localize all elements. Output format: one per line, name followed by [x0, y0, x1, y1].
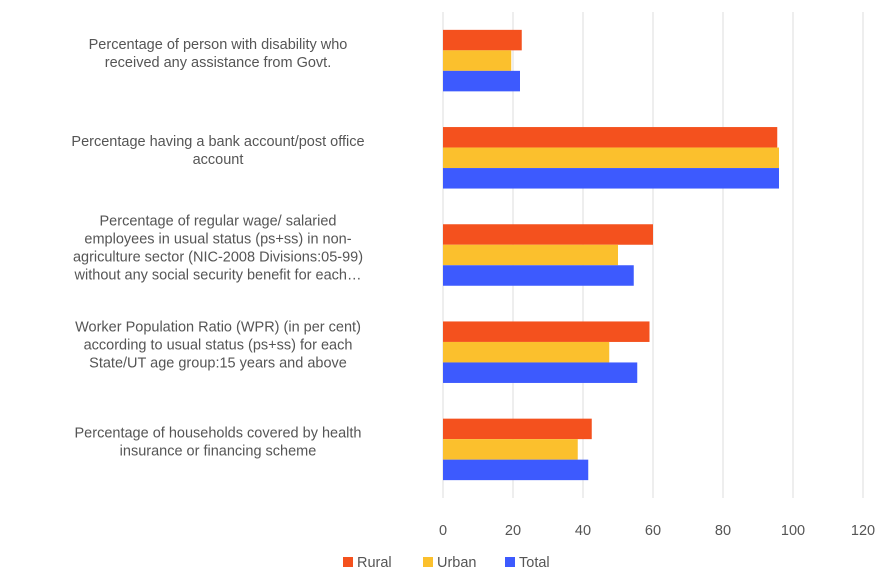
x-tick-label: 100 — [781, 523, 805, 539]
category-label-line: agriculture sector (NIC-2008 Divisions:0… — [73, 249, 363, 265]
category-label: Percentage of households covered by heal… — [75, 426, 362, 460]
category-label-line: received any assistance from Govt. — [105, 55, 331, 71]
category-labels: Percentage of person with disability who… — [71, 37, 364, 460]
legend-label-rural: Rural — [357, 555, 392, 571]
legend: Rural Urban Total — [343, 555, 550, 571]
bar-total — [443, 168, 779, 189]
bar-rural — [443, 127, 778, 148]
category-label-line: Worker Population Ratio (WPR) (in per ce… — [75, 319, 361, 335]
category-label: Percentage having a bank account/post of… — [71, 134, 364, 168]
category-label-line: insurance or financing scheme — [120, 444, 317, 460]
category-label-line: Percentage of regular wage/ salaried — [100, 213, 337, 229]
x-tick-label: 120 — [851, 523, 875, 539]
bar-total — [443, 70, 520, 92]
bar-urban — [443, 439, 578, 460]
legend-label-total: Total — [519, 555, 550, 571]
category-label: Percentage of person with disability who… — [89, 37, 348, 71]
category-label-line: without any social security benefit for … — [74, 267, 362, 283]
category-label-line: according to usual status (ps+ss) for ea… — [84, 337, 353, 353]
legend-swatch-total — [505, 557, 515, 567]
legend-swatch-rural — [343, 557, 353, 567]
x-tick-label: 40 — [575, 523, 591, 539]
bar-total — [443, 265, 634, 286]
bar-rural — [443, 321, 650, 342]
bar-rural — [443, 224, 653, 245]
category-label-line: account — [193, 152, 244, 168]
bar-total — [443, 459, 589, 481]
x-tick-label: 0 — [439, 523, 447, 539]
category-label-line: Percentage of households covered by heal… — [75, 426, 362, 442]
category-label-line: employees in usual status (ps+ss) in non… — [84, 231, 351, 247]
legend-label-urban: Urban — [437, 555, 477, 571]
category-label: Percentage of regular wage/ salaried empl… — [73, 213, 363, 283]
x-tick-label: 60 — [645, 523, 661, 539]
x-tick-label: 80 — [715, 523, 731, 539]
bar-total — [443, 362, 638, 383]
x-axis-ticks: 0 20 40 60 80 100 120 — [439, 523, 875, 539]
category-label-line: Percentage of person with disability who — [89, 37, 348, 53]
bar-rural — [443, 418, 592, 440]
bar-urban — [443, 244, 618, 266]
bar-urban — [443, 341, 610, 363]
legend-swatch-urban — [423, 557, 433, 567]
bar-rural — [443, 29, 522, 51]
category-label-line: Percentage having a bank account/post of… — [71, 134, 364, 150]
bar-urban — [443, 147, 779, 169]
bars-group — [443, 29, 779, 481]
x-tick-label: 20 — [505, 523, 521, 539]
category-label-line: State/UT age group:15 years and above — [89, 355, 347, 371]
bar-urban — [443, 50, 512, 71]
category-label: Worker Population Ratio (WPR) (in per ce… — [75, 319, 361, 371]
